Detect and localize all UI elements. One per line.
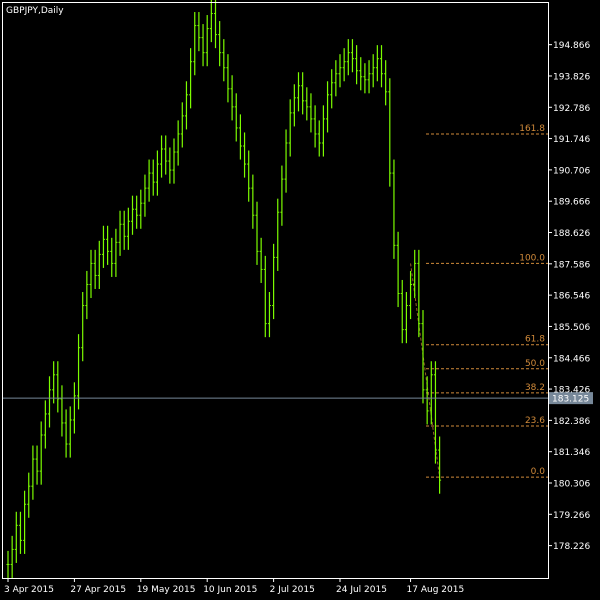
x-tick-label-3: 10 Jun 2015 xyxy=(203,585,257,595)
y-tick-label-8: 186.546 xyxy=(553,292,590,302)
y-tick-label-14: 180.306 xyxy=(553,479,590,489)
current-price-line: 183.125 xyxy=(3,392,593,405)
y-tick-label-11: 183.426 xyxy=(553,386,590,396)
y-tick-label-6: 188.626 xyxy=(553,229,590,239)
fib-level-label-50.0: 50.0 xyxy=(525,359,545,369)
price-bars xyxy=(6,0,442,578)
current-price-label: 183.125 xyxy=(552,395,589,405)
y-tick-label-15: 179.266 xyxy=(553,511,590,521)
y-tick-label-3: 191.746 xyxy=(553,135,590,145)
fib-level-label-38.2: 38.2 xyxy=(525,383,545,393)
y-tick-label-5: 189.666 xyxy=(553,198,590,208)
x-tick-label-5: 24 Jul 2015 xyxy=(336,585,387,595)
fib-trend-line xyxy=(410,263,441,478)
x-tick-label-1: 27 Apr 2015 xyxy=(70,585,126,595)
x-tick-label-0: 3 Apr 2015 xyxy=(4,585,54,595)
y-tick-label-7: 187.586 xyxy=(553,260,590,270)
x-axis: 3 Apr 2015 27 Apr 2015 19 May 2015 10 Jun 2… xyxy=(4,578,464,595)
y-tick-label-16: 178.226 xyxy=(553,542,590,552)
current-price-tag xyxy=(549,392,593,405)
y-tick-label-0: 194.866 xyxy=(553,41,590,51)
x-tick-label-4: 2 Jul 2015 xyxy=(270,585,315,595)
chart-frame xyxy=(2,2,549,579)
fibonacci-levels: 161.8 100.0 61.8 50.0 38.2 23.6 0.0 xyxy=(410,124,548,478)
fib-level-label-100.0: 100.0 xyxy=(519,253,545,263)
y-tick-label-12: 182.386 xyxy=(553,417,590,427)
y-tick-label-4: 190.706 xyxy=(553,166,590,176)
fib-level-label-0.0: 0.0 xyxy=(531,467,546,477)
x-tick-label-6: 17 Aug 2015 xyxy=(407,585,465,595)
y-tick-label-1: 193.826 xyxy=(553,72,590,82)
chart-title: GBPJPY,Daily xyxy=(6,6,64,16)
y-tick-label-13: 181.346 xyxy=(553,448,590,458)
y-tick-label-9: 185.506 xyxy=(553,323,590,333)
fib-level-label-23.6: 23.6 xyxy=(525,416,545,426)
y-tick-label-2: 192.786 xyxy=(553,104,590,114)
fib-level-label-161.8: 161.8 xyxy=(519,124,545,134)
x-tick-label-2: 19 May 2015 xyxy=(137,585,196,595)
y-tick-label-10: 184.466 xyxy=(553,354,590,364)
fib-level-label-61.8: 61.8 xyxy=(525,335,545,345)
y-axis: 194.866 193.826 192.786 191.746 190.706 189.6… xyxy=(548,41,590,552)
